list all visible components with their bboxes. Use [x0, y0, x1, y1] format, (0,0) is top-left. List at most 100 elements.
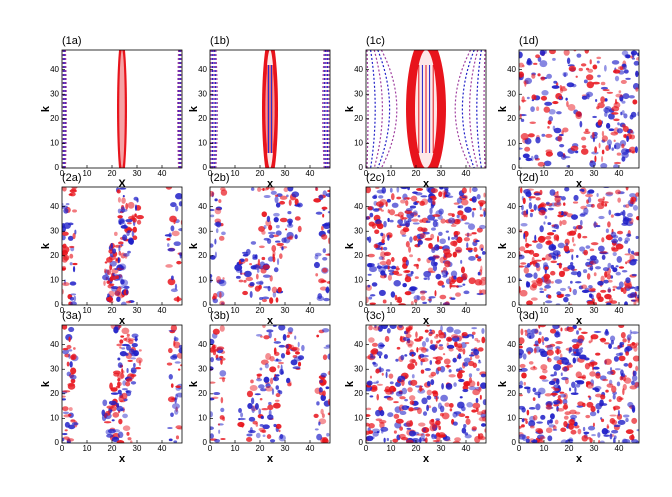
pattern	[214, 238, 217, 245]
pattern	[528, 249, 535, 255]
pattern	[174, 361, 181, 364]
pattern	[435, 273, 442, 280]
pattern	[526, 436, 530, 439]
pattern	[132, 226, 137, 233]
pattern	[545, 151, 554, 157]
pattern	[602, 378, 609, 382]
pattern	[604, 358, 612, 365]
pattern	[102, 399, 108, 407]
pattern	[571, 352, 579, 357]
pattern	[123, 252, 130, 257]
pattern	[62, 411, 69, 415]
pattern	[550, 392, 558, 396]
pattern	[258, 408, 262, 416]
pattern	[414, 201, 417, 205]
x-tick-label: 0	[517, 444, 522, 453]
pattern	[631, 273, 637, 277]
pattern	[375, 201, 384, 207]
pattern	[461, 273, 468, 280]
pattern	[482, 399, 486, 406]
x-axis-label: x	[423, 178, 430, 190]
pattern	[171, 403, 180, 410]
pattern	[125, 228, 133, 232]
pattern	[258, 245, 265, 249]
pattern	[530, 297, 538, 301]
pattern	[535, 136, 541, 144]
pattern	[174, 283, 178, 290]
pattern	[611, 385, 617, 393]
pattern	[521, 407, 526, 413]
pattern	[586, 382, 594, 389]
pattern	[210, 366, 214, 371]
pattern	[404, 291, 412, 296]
y-tick-label: 40	[507, 65, 516, 74]
pattern	[174, 408, 179, 415]
pattern	[322, 50, 325, 168]
pattern	[128, 239, 134, 244]
pattern	[579, 213, 586, 217]
pattern	[537, 161, 545, 167]
pattern	[366, 435, 374, 442]
pattern	[269, 366, 277, 373]
pattern	[543, 288, 547, 292]
pattern	[417, 240, 423, 245]
pattern	[554, 419, 559, 425]
pattern	[64, 429, 68, 432]
pattern	[582, 235, 588, 239]
pattern	[477, 257, 482, 262]
pattern	[368, 296, 373, 300]
pattern	[617, 419, 626, 425]
pattern	[606, 370, 614, 375]
pattern	[558, 211, 562, 215]
pattern	[409, 236, 413, 243]
pattern	[458, 370, 466, 373]
pattern	[592, 422, 595, 427]
pattern	[118, 241, 124, 245]
pattern	[445, 230, 449, 233]
pattern	[609, 367, 613, 371]
pattern	[425, 433, 431, 437]
pattern	[268, 224, 273, 231]
y-tick-label: 40	[354, 65, 363, 74]
pattern	[117, 257, 120, 264]
pattern	[572, 243, 576, 247]
pattern	[62, 390, 71, 393]
pattern	[366, 380, 373, 386]
pattern	[482, 251, 486, 255]
pattern	[107, 410, 111, 415]
pattern	[426, 395, 432, 400]
pattern	[600, 163, 608, 168]
pattern	[125, 378, 133, 382]
pattern	[438, 329, 443, 336]
pattern	[539, 189, 543, 196]
pattern	[525, 420, 528, 424]
pattern	[524, 80, 527, 87]
pattern	[589, 438, 593, 443]
pattern	[371, 342, 378, 347]
pattern	[118, 418, 123, 425]
pattern	[622, 438, 631, 443]
pattern	[211, 396, 219, 399]
pattern	[246, 437, 253, 443]
plot-frame	[365, 49, 487, 169]
x-tick-label: 40	[158, 444, 167, 453]
pattern	[371, 384, 378, 391]
pattern	[465, 415, 470, 419]
plot-frame	[61, 186, 183, 306]
pattern	[249, 281, 255, 287]
pattern	[540, 414, 546, 420]
x-tick-label: 40	[615, 169, 624, 178]
pattern	[605, 122, 611, 129]
pattern	[282, 333, 287, 341]
pattern	[405, 329, 411, 335]
pattern	[612, 405, 621, 410]
pattern	[567, 285, 571, 289]
pattern	[618, 266, 625, 269]
pattern	[68, 424, 76, 430]
pattern	[615, 243, 624, 250]
pattern	[563, 403, 568, 410]
x-tick-label: 20	[256, 169, 265, 178]
pattern	[454, 246, 463, 254]
pattern	[537, 337, 542, 344]
pattern	[249, 384, 258, 391]
